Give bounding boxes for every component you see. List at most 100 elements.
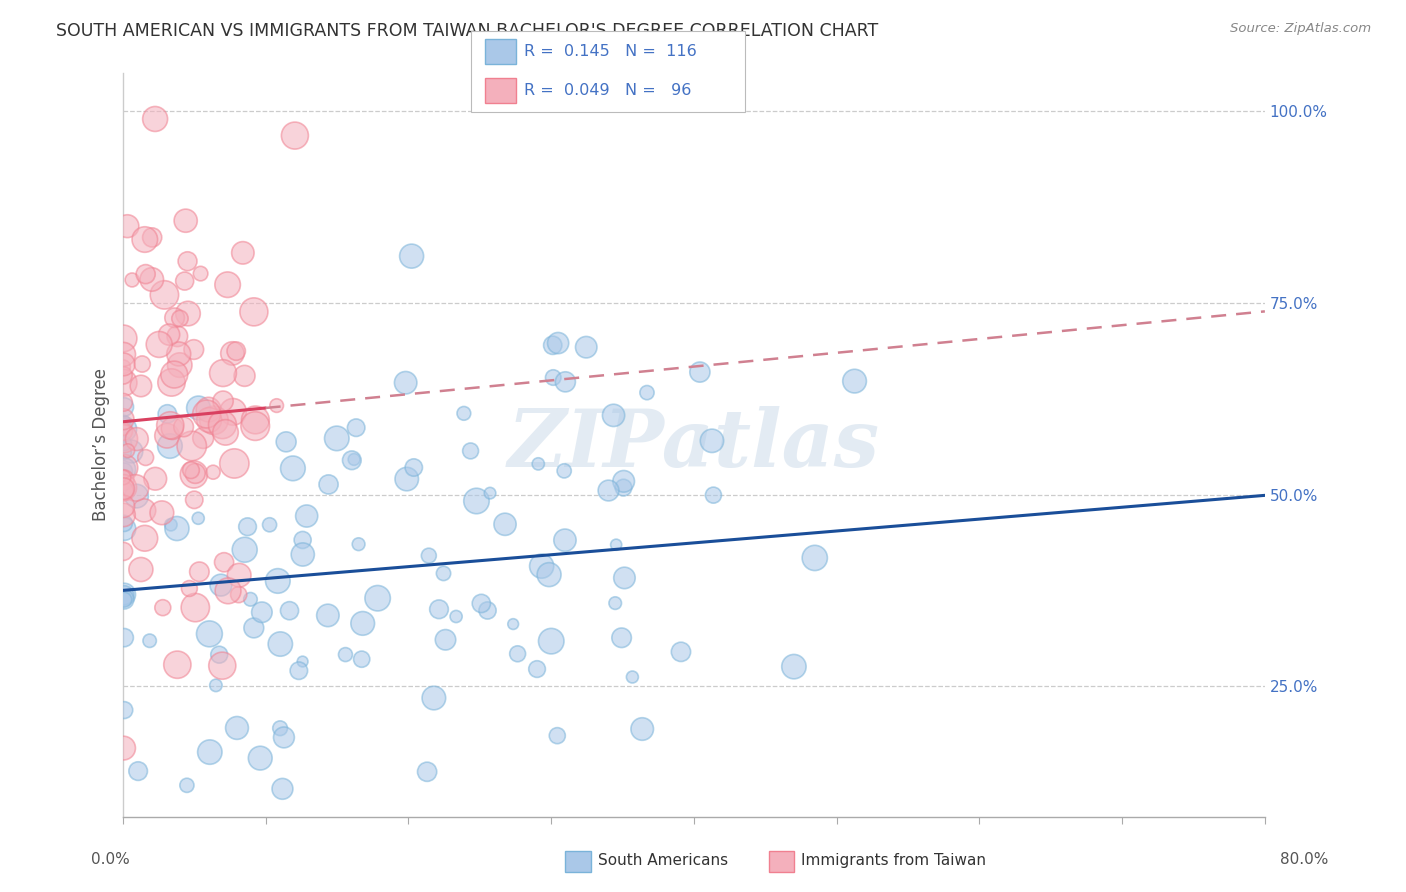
Point [269, 721, 291, 735]
Point [214, 425, 236, 440]
Point [129, 562, 152, 576]
Point [112, 376, 135, 390]
Point [222, 405, 245, 419]
Point [162, 421, 184, 435]
Point [217, 583, 239, 598]
Point [160, 517, 183, 532]
Point [494, 517, 516, 532]
Point [212, 555, 235, 569]
Point [245, 413, 267, 427]
Point [174, 213, 197, 227]
Point [547, 336, 569, 351]
Point [176, 254, 198, 268]
Point [134, 503, 156, 517]
Text: 80.0%: 80.0% [1281, 852, 1329, 867]
Point [141, 272, 163, 286]
Point [112, 432, 135, 446]
Text: ZIPatlas: ZIPatlas [508, 406, 880, 483]
Point [193, 431, 215, 445]
Point [112, 368, 135, 383]
Point [418, 549, 440, 563]
Point [288, 664, 311, 678]
Point [344, 420, 367, 434]
Point [166, 329, 188, 343]
Point [135, 450, 157, 465]
Point [453, 406, 475, 420]
Point [541, 370, 564, 384]
Point [156, 429, 179, 443]
Point [804, 550, 827, 565]
Point [225, 344, 247, 359]
Point [121, 273, 143, 287]
Text: R =  0.145   N =  116: R = 0.145 N = 116 [524, 45, 697, 59]
Point [416, 764, 439, 779]
Point [159, 439, 181, 453]
Point [150, 506, 173, 520]
Point [209, 578, 232, 592]
Point [269, 637, 291, 651]
Point [239, 592, 262, 607]
Point [212, 366, 235, 380]
Point [613, 475, 636, 489]
Point [250, 605, 273, 619]
Point [112, 703, 135, 717]
Point [612, 481, 634, 495]
Point [266, 399, 288, 413]
Point [124, 481, 146, 495]
Point [291, 655, 314, 669]
Point [198, 413, 221, 427]
Point [844, 374, 866, 388]
Point [621, 670, 644, 684]
Point [135, 267, 157, 281]
Point [278, 604, 301, 618]
Point [188, 565, 211, 579]
Point [177, 307, 200, 321]
Point [295, 509, 318, 524]
Point [291, 548, 314, 562]
Point [112, 400, 135, 414]
Point [228, 568, 250, 582]
Point [783, 659, 806, 673]
Point [183, 492, 205, 507]
Point [190, 267, 212, 281]
Point [112, 418, 135, 433]
Point [526, 662, 548, 676]
Point [187, 511, 209, 525]
Point [350, 652, 373, 666]
Point [112, 481, 135, 495]
Point [352, 616, 374, 631]
Point [226, 721, 249, 735]
Point [700, 434, 723, 448]
Point [127, 764, 149, 778]
Point [217, 277, 239, 292]
Point [112, 357, 135, 371]
Point [530, 559, 553, 574]
Point [112, 587, 135, 601]
Point [163, 310, 186, 325]
Point [125, 489, 148, 503]
Point [335, 648, 357, 662]
Point [112, 508, 135, 522]
Point [395, 376, 418, 390]
Point [117, 219, 139, 234]
Point [575, 340, 598, 354]
Point [117, 443, 139, 458]
Point [134, 531, 156, 545]
Point [176, 778, 198, 792]
Point [112, 484, 135, 499]
Point [479, 486, 502, 500]
Point [112, 522, 135, 536]
Point [112, 482, 135, 496]
Point [636, 385, 658, 400]
Point [610, 631, 633, 645]
Point [157, 327, 180, 342]
Point [112, 631, 135, 645]
Point [198, 745, 221, 759]
Point [395, 472, 418, 486]
Point [605, 538, 627, 552]
Point [112, 500, 135, 514]
Point [120, 444, 142, 458]
Point [183, 467, 205, 482]
Point [152, 600, 174, 615]
Point [187, 401, 209, 415]
